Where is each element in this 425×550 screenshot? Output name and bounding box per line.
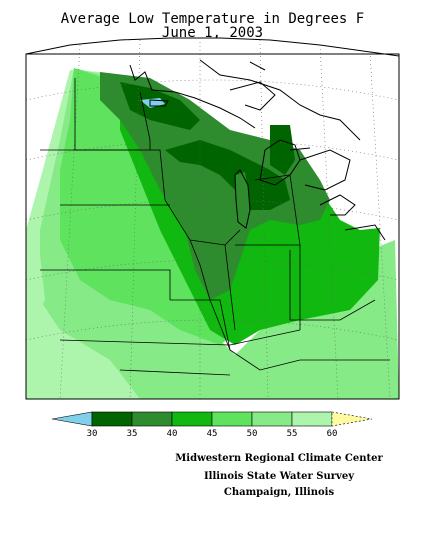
legend-tick: 45 [207, 429, 218, 439]
legend-tick: 50 [247, 429, 258, 439]
legend-30-35 [92, 412, 132, 426]
credit-location: Champaign, Illinois [149, 487, 409, 498]
credit-survey: Illinois State Water Survey [149, 471, 409, 482]
legend-50-55 [252, 412, 292, 426]
legend-40-45 [172, 412, 212, 426]
legend-tick: 40 [167, 429, 178, 439]
legend-45-50 [212, 412, 252, 426]
color-legend: 30 35 40 45 50 55 60 [52, 412, 372, 439]
legend-35-40 [132, 412, 172, 426]
legend-55-60 [292, 412, 332, 426]
legend-tick: 30 [87, 429, 98, 439]
legend-tick: 35 [127, 429, 138, 439]
legend-above-60 [332, 412, 372, 426]
legend-below-30 [52, 412, 92, 426]
credit-organization: Midwestern Regional Climate Center [149, 453, 409, 464]
legend-tick: 55 [287, 429, 298, 439]
legend-tick: 60 [327, 429, 338, 439]
